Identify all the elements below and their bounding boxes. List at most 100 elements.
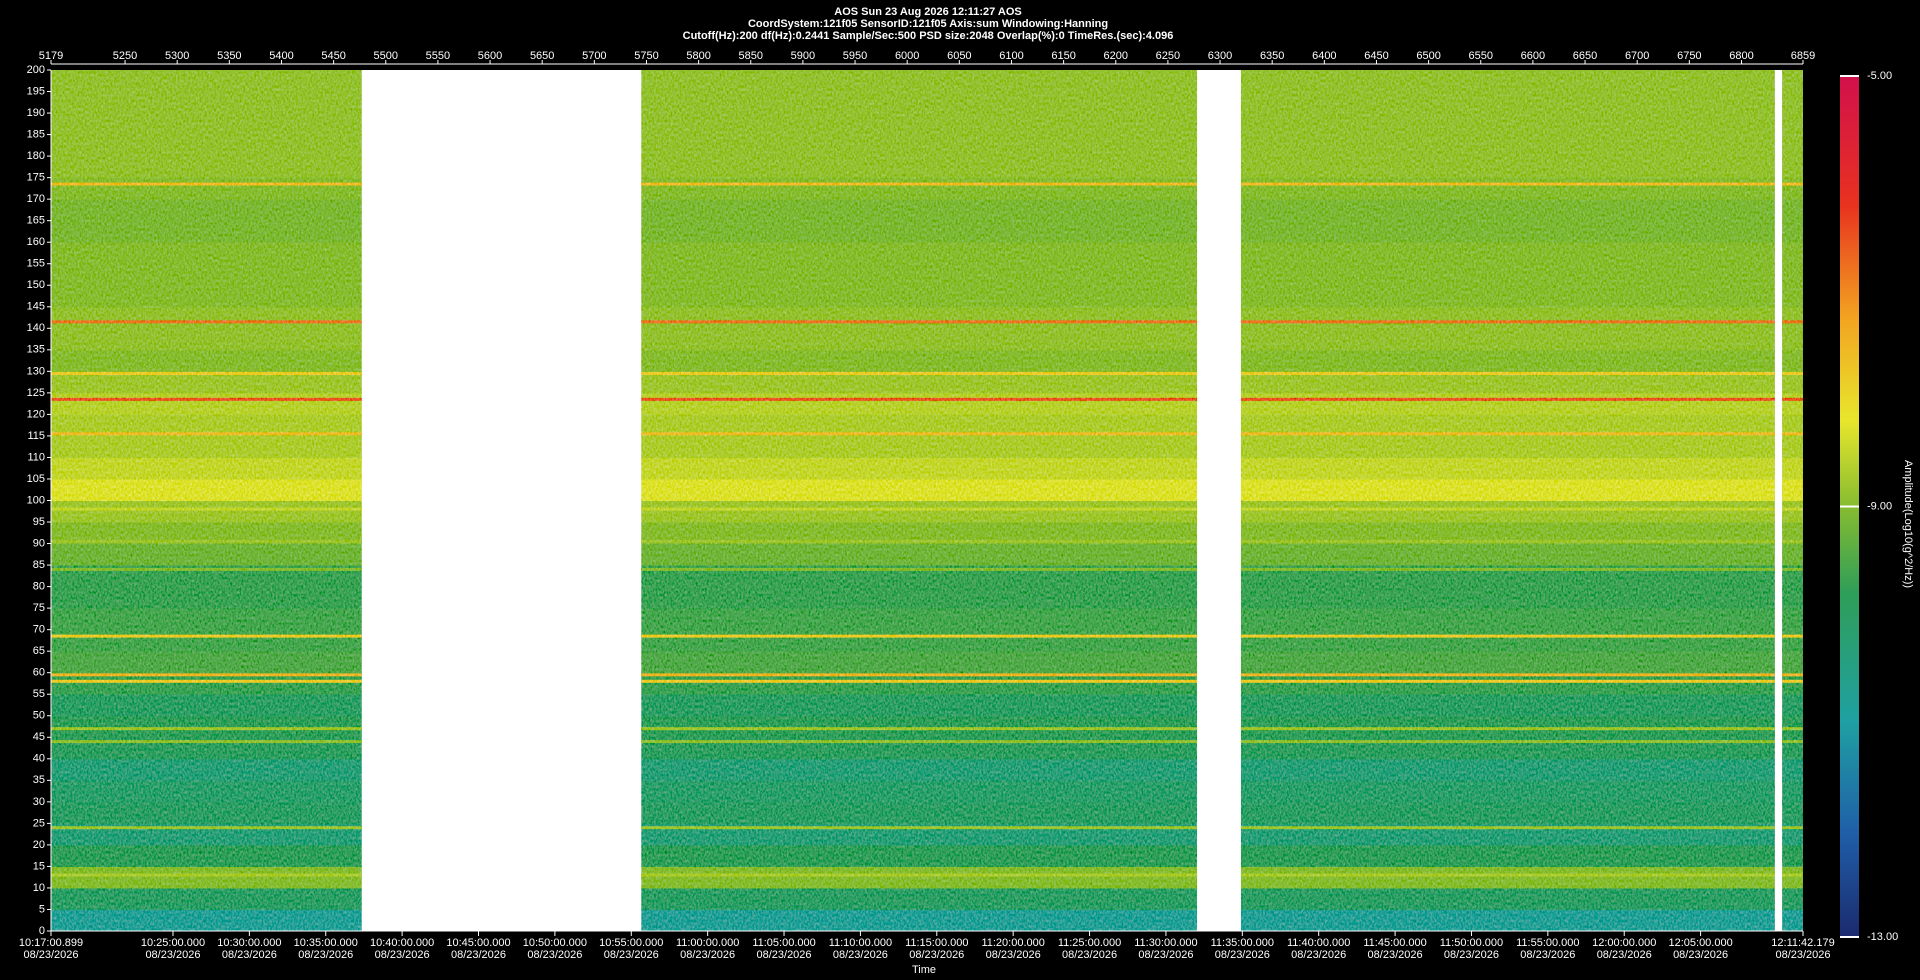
spectral-line [641,727,1198,731]
time-tick-date: 08/23/2026 [680,949,735,961]
spectral-line [1782,727,1803,731]
spectral-line [1240,826,1775,830]
time-tick-label: 11:30:00.000 [1134,937,1197,949]
y-tick-label: 10 [33,882,45,894]
band [1240,371,1775,394]
band [51,134,362,157]
band [641,500,1198,523]
x-tick-label: 5300 [165,50,189,62]
spectral-line [51,673,362,677]
x-tick-label: 5850 [739,50,763,62]
spectral-line [1782,432,1803,436]
x-tick-label: 6500 [1416,50,1440,62]
colorbar-label: Amplitude(Log10(g^2/Hz)) [1902,460,1914,588]
colorbar-tick-label: -5.00 [1867,70,1892,82]
spectral-line [1240,673,1775,677]
spectral-line [51,432,362,436]
time-tick-label: 10:45:00.000 [446,937,510,949]
spectral-line [51,727,362,731]
time-tick-date: 08/23/2026 [1444,949,1499,961]
spectral-line [1240,634,1775,638]
band [1240,543,1775,566]
spectral-line [51,567,362,571]
band [641,371,1198,394]
spectral-line [1782,634,1803,638]
x-tick-label: 6750 [1677,50,1701,62]
band [51,242,362,265]
band [1782,478,1803,501]
band [641,478,1198,501]
band [51,220,362,243]
band [641,909,1198,932]
band [51,608,362,631]
spectral-line [641,826,1198,830]
band [641,177,1198,200]
x-tick-label: 5600 [478,50,502,62]
y-tick-label: 105 [27,473,45,485]
spectral-line [641,539,1198,543]
chart-title: AOS Sun 23 Aug 2026 12:11:27 AOS [834,6,1021,18]
time-tick-label: 11:25:00.000 [1058,937,1121,949]
band [51,866,362,889]
band [51,887,362,910]
x-tick-label: 6450 [1364,50,1388,62]
band [1240,435,1775,458]
time-tick-label: 12:05:00.000 [1668,937,1732,949]
band [641,113,1198,136]
time-tick-date: 08/23/2026 [909,949,964,961]
y-tick-label: 120 [27,408,45,420]
band [51,715,362,738]
band [1240,199,1775,222]
band [51,199,362,222]
time-tick-date: 08/23/2026 [1291,949,1346,961]
band [1240,414,1775,437]
band [1240,242,1775,265]
time-tick-date: 08/23/2026 [375,949,430,961]
spectral-line [1240,397,1775,401]
y-tick-label: 170 [27,193,45,205]
band [641,156,1198,179]
spectral-line [1782,539,1803,543]
y-tick-label: 45 [33,731,45,743]
band [1782,263,1803,286]
time-tick-date: 08/23/2026 [1775,949,1830,961]
band [1782,500,1803,523]
band [51,263,362,286]
x-tick-label: 5750 [634,50,658,62]
time-tick-date: 08/23/2026 [222,949,277,961]
x-tick-label: 6700 [1625,50,1649,62]
spectral-line [641,320,1198,324]
time-tick-label: 11:20:00.000 [981,937,1044,949]
band [1240,156,1775,179]
band [1240,306,1775,329]
band [641,306,1198,329]
spectral-line [51,826,362,830]
band [641,242,1198,265]
spectral-line [1782,679,1803,683]
time-tick-label: 12:11:42.179 [1771,937,1834,949]
band [51,780,362,803]
time-tick-date: 08/23/2026 [1062,949,1117,961]
y-tick-label: 95 [33,516,45,528]
y-tick-label: 35 [33,774,45,786]
band [1782,285,1803,308]
x-tick-label: 5250 [113,50,137,62]
band [641,328,1198,351]
y-tick-label: 80 [33,581,45,593]
band [641,758,1198,781]
spectral-line [1782,507,1803,511]
band [1240,263,1775,286]
spectral-line [51,372,362,376]
band [641,91,1198,114]
time-tick-label: 11:15:00.000 [905,937,968,949]
band [1782,134,1803,157]
time-tick-label: 10:30:00.000 [217,937,281,949]
y-tick-label: 180 [27,150,45,162]
band [51,651,362,674]
band [51,543,362,566]
band [1782,242,1803,265]
y-tick-label: 160 [27,236,45,248]
band [1240,844,1775,867]
x-tick-label: 6350 [1260,50,1284,62]
band [1782,758,1803,781]
